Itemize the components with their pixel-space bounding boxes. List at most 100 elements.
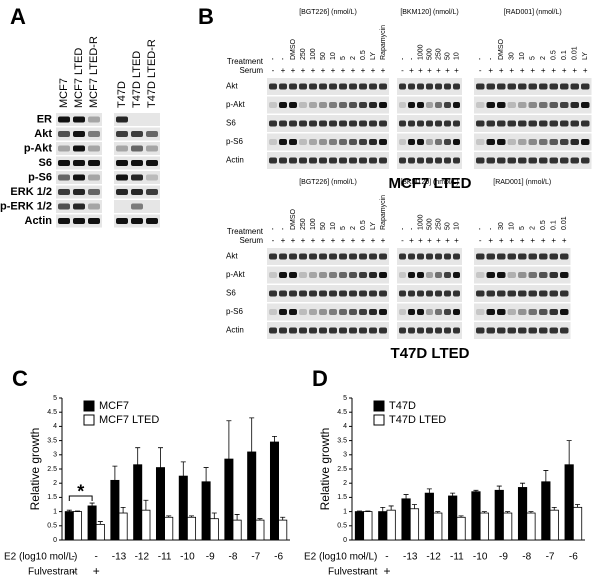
blot-band [399,327,406,334]
error-bar [575,504,581,508]
error-bar [520,482,526,488]
y-tick-label: 3 [53,452,57,459]
blot-band [435,253,442,260]
blot-band [299,290,307,297]
blot-strip [474,266,571,284]
blot-band [497,139,506,145]
blot-band [269,290,277,297]
lane-label: 100 [310,48,317,60]
error-bar [211,512,217,519]
serum-label: + [361,66,366,75]
blot-band [116,218,128,224]
serum-label: + [418,236,423,245]
blot-band [289,309,297,315]
serum-label: + [562,66,567,75]
blot-band [507,309,516,315]
y-tick-label: 1 [53,508,57,515]
blot-band [507,102,516,108]
blot-band [309,102,317,108]
blot-band [269,327,277,334]
lane-label: - [399,57,406,60]
error-bar [189,515,195,518]
blot-band [309,157,317,164]
lane-label: - [280,227,287,230]
error-bar [226,420,232,460]
blot-band [329,120,337,127]
x-tick-label: -11 [450,552,464,563]
blot-band [349,139,357,145]
x-tick-label: - [362,564,366,578]
blot-band [279,253,287,260]
error-bar [257,518,263,521]
bar [64,511,74,541]
bar [224,458,234,541]
error-bar [180,461,186,477]
blot-band [518,83,527,90]
blot-band [408,157,415,164]
serum-label: + [530,236,535,245]
blot-band [58,145,70,152]
group-header: [RAD001] (nmol/L) [504,9,562,16]
blot-band [269,139,277,145]
row-label: p-Akt [226,100,245,109]
y-tick-label: 1.5 [47,494,57,501]
x-tick-label: -6 [274,552,283,563]
blot-band [319,272,327,278]
blot-band [309,309,317,315]
bar [378,511,388,541]
blot-band [289,157,297,164]
bar [178,475,188,541]
blot-band [549,253,558,260]
lane-label: 250 [435,48,442,60]
lane-label: 50 [444,52,451,60]
y-tick-label: 4 [53,423,57,430]
bar [118,512,128,541]
bar [95,523,105,541]
bar [247,451,257,541]
blot-band [379,139,387,145]
bar [155,467,165,541]
blot-band [570,102,579,108]
blot-band [581,157,590,164]
serum-label: + [381,66,386,75]
lane-label: Rapamycin [380,25,387,60]
blot-band [379,83,387,90]
blot-band [528,120,537,127]
y-tick-label: 2.5 [47,466,57,473]
lane-label: 5 [340,56,347,60]
blot-band [560,139,569,145]
blot-band [399,290,406,297]
blot-band [476,253,485,260]
blot-band [131,145,143,152]
bar [471,491,481,541]
blot-strip [397,133,462,151]
blot-band [73,174,85,181]
blot-band [426,253,433,260]
group-header: [RAD001] (nmol/L) [493,179,551,186]
blot-band [570,120,579,127]
blot-band [116,116,128,123]
lane-label: 100 [310,218,317,230]
blot-band [549,272,558,278]
blot-band [417,253,424,260]
row-header: Serum [239,66,263,75]
blot-band [518,253,527,260]
y-tick-label: 3.5 [337,437,347,444]
blot-band [435,157,442,164]
blot-band [476,83,485,90]
serum-label: + [509,236,514,245]
blot-band [549,83,558,90]
blot-band [349,253,357,260]
serum-label: + [381,236,386,245]
blot-band [399,253,406,260]
group-header: [BGT226] (nmol/L) [299,179,357,186]
x-tick-label: -10 [180,552,195,563]
blot-band [329,253,337,260]
y-tick-label: 4.5 [337,409,347,416]
blot-band [444,290,451,297]
blot-strip [267,152,389,169]
y-tick-label: 1.5 [337,494,347,501]
serum-label: + [371,66,376,75]
blot-band [279,102,287,108]
blot-band [379,327,387,334]
